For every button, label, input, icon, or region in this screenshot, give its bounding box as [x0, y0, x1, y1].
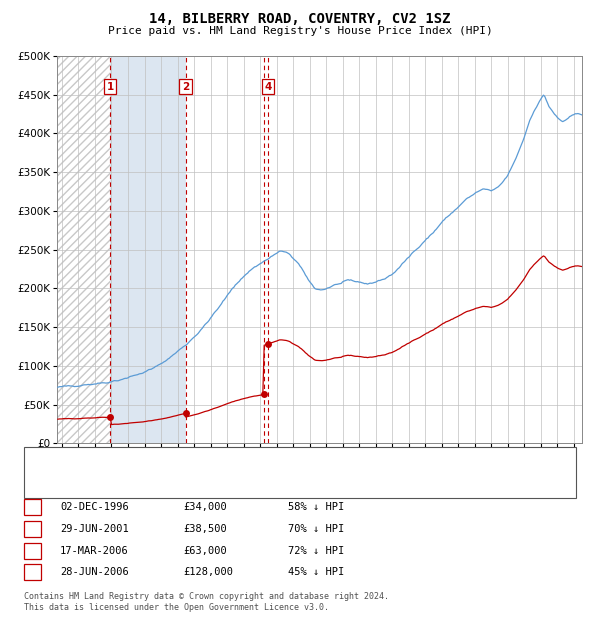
- Text: 58% ↓ HPI: 58% ↓ HPI: [288, 502, 344, 512]
- Text: 1: 1: [107, 82, 114, 92]
- Text: Price paid vs. HM Land Registry's House Price Index (HPI): Price paid vs. HM Land Registry's House …: [107, 26, 493, 36]
- Text: 28-JUN-2006: 28-JUN-2006: [60, 567, 129, 577]
- Text: £34,000: £34,000: [183, 502, 227, 512]
- Text: ——: ——: [39, 476, 64, 488]
- Text: Contains HM Land Registry data © Crown copyright and database right 2024.: Contains HM Land Registry data © Crown c…: [24, 592, 389, 601]
- Text: 14, BILBERRY ROAD, COVENTRY, CV2 1SZ (detached house): 14, BILBERRY ROAD, COVENTRY, CV2 1SZ (de…: [69, 452, 380, 462]
- Text: £38,500: £38,500: [183, 524, 227, 534]
- Bar: [110, 56, 185, 443]
- Text: 29-JUN-2001: 29-JUN-2001: [60, 524, 129, 534]
- Text: £63,000: £63,000: [183, 546, 227, 556]
- Text: 70% ↓ HPI: 70% ↓ HPI: [288, 524, 344, 534]
- Text: 45% ↓ HPI: 45% ↓ HPI: [288, 567, 344, 577]
- Text: 2: 2: [29, 524, 36, 534]
- Text: 2: 2: [182, 82, 189, 92]
- Text: This data is licensed under the Open Government Licence v3.0.: This data is licensed under the Open Gov…: [24, 603, 329, 612]
- Text: 3: 3: [29, 546, 36, 556]
- Text: 02-DEC-1996: 02-DEC-1996: [60, 502, 129, 512]
- Text: ——: ——: [39, 451, 64, 463]
- Text: 17-MAR-2006: 17-MAR-2006: [60, 546, 129, 556]
- Text: 1: 1: [29, 502, 36, 512]
- Text: 14, BILBERRY ROAD, COVENTRY, CV2 1SZ: 14, BILBERRY ROAD, COVENTRY, CV2 1SZ: [149, 12, 451, 27]
- Text: 4: 4: [265, 82, 272, 92]
- Text: £128,000: £128,000: [183, 567, 233, 577]
- Text: 4: 4: [29, 567, 36, 577]
- Text: HPI: Average price, detached house, Coventry: HPI: Average price, detached house, Cove…: [69, 477, 328, 487]
- Text: 72% ↓ HPI: 72% ↓ HPI: [288, 546, 344, 556]
